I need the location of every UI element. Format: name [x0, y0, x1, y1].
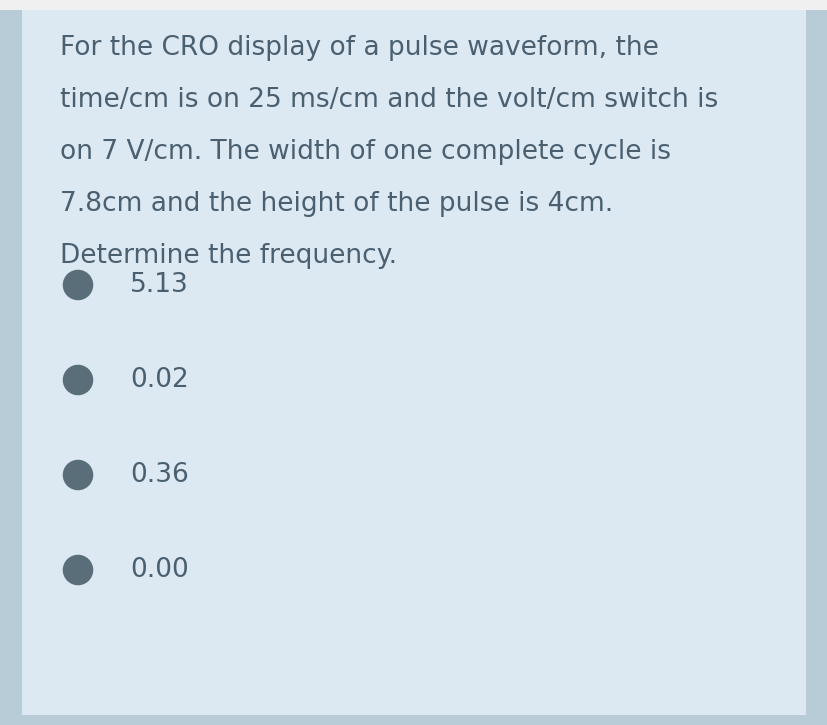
Text: 0.00: 0.00 [130, 557, 189, 583]
Text: Determine the frequency.: Determine the frequency. [60, 243, 397, 269]
Text: 7.8cm and the height of the pulse is 4cm.: 7.8cm and the height of the pulse is 4cm… [60, 191, 613, 217]
Circle shape [64, 271, 92, 299]
Text: 0.02: 0.02 [130, 367, 189, 393]
Text: time/cm is on 25 ms/cm and the volt/cm switch is: time/cm is on 25 ms/cm and the volt/cm s… [60, 87, 717, 113]
Text: For the CRO display of a pulse waveform, the: For the CRO display of a pulse waveform,… [60, 35, 658, 61]
Circle shape [64, 461, 92, 489]
Text: 0.36: 0.36 [130, 462, 189, 488]
Bar [0, 0, 827, 10]
Text: on 7 V/cm. The width of one complete cycle is: on 7 V/cm. The width of one complete cyc… [60, 139, 670, 165]
Circle shape [64, 556, 92, 584]
Text: 5.13: 5.13 [130, 272, 189, 298]
Circle shape [64, 366, 92, 394]
